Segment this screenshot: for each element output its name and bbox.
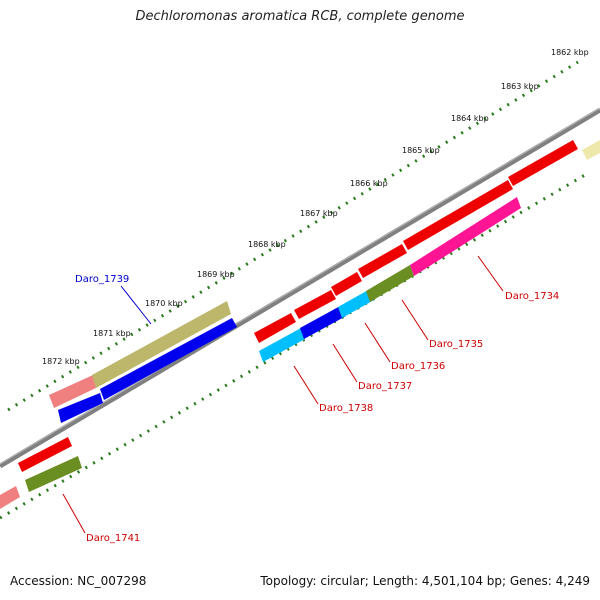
gene-feature-red[interactable] <box>403 180 513 250</box>
svg-text:1871 kbp: 1871 kbp <box>93 329 131 338</box>
tick-dot-line-outer <box>7 60 579 412</box>
gene-pair-left-group <box>49 301 237 423</box>
svg-text:1866 kbp: 1866 kbp <box>350 179 388 188</box>
gene-label-daro-1737[interactable]: Daro_1737 <box>358 381 412 392</box>
gene-feature-red[interactable] <box>18 437 72 472</box>
gene-feature-salmon[interactable] <box>0 486 20 509</box>
tick-label-1864: 1864 kbp <box>451 114 489 123</box>
svg-text:1863 kbp: 1863 kbp <box>501 82 539 91</box>
tick-label-1869: 1869 kbp <box>197 270 235 279</box>
svg-text:1864 kbp: 1864 kbp <box>451 114 489 123</box>
gene-feature-khaki[interactable] <box>92 301 231 388</box>
gene-feature-olive[interactable] <box>366 265 414 302</box>
tick-label-1865: 1865 kbp <box>402 146 440 155</box>
gene-feature-pale-yellow[interactable] <box>582 140 600 160</box>
forward-strand-genes <box>18 140 600 472</box>
backbone-line <box>0 107 600 469</box>
tick-label-1871: 1871 kbp <box>93 329 131 338</box>
svg-text:1867 kbp: 1867 kbp <box>300 209 338 218</box>
gene-feature-olive[interactable] <box>25 456 82 492</box>
svg-text:1870 kbp: 1870 kbp <box>145 299 183 308</box>
gene-feature-blue[interactable] <box>58 393 103 423</box>
tick-dot-line-inner <box>0 170 591 520</box>
tick-label-1863: 1863 kbp <box>501 82 539 91</box>
gene-feature-red[interactable] <box>358 244 407 278</box>
gene-callouts <box>62 255 504 534</box>
gene-label-daro-1739[interactable]: Daro_1739 <box>75 274 129 285</box>
svg-text:1872 kbp: 1872 kbp <box>42 357 80 366</box>
gene-feature-cyan[interactable] <box>259 328 305 362</box>
gene-label-daro-1734[interactable]: Daro_1734 <box>505 291 559 302</box>
tick-label-1870: 1870 kbp <box>145 299 183 308</box>
tick-label-1872: 1872 kbp <box>42 357 80 366</box>
gene-feature-red[interactable] <box>294 290 336 319</box>
svg-text:1862 kbp: 1862 kbp <box>551 48 589 57</box>
gene-label-daro-1735[interactable]: Daro_1735 <box>429 339 483 350</box>
gene-label-daro-1738[interactable]: Daro_1738 <box>319 403 373 414</box>
reverse-strand-genes <box>0 197 521 509</box>
gene-feature-red[interactable] <box>508 140 578 186</box>
tick-label-1866: 1866 kbp <box>350 179 388 188</box>
gene-feature-blue[interactable] <box>300 305 346 339</box>
gene-feature-salmon[interactable] <box>49 375 98 408</box>
accession-label: Accession: NC_007298 <box>10 574 147 588</box>
genome-summary-label: Topology: circular; Length: 4,501,104 bp… <box>260 574 590 588</box>
gene-feature-magenta[interactable] <box>410 197 521 276</box>
svg-text:1869 kbp: 1869 kbp <box>197 270 235 279</box>
page-title: Dechloromonas aromatica RCB, complete ge… <box>135 9 465 24</box>
gene-label-daro-1741[interactable]: Daro_1741 <box>86 533 140 544</box>
tick-label-1868: 1868 kbp <box>248 240 286 249</box>
svg-text:1868 kbp: 1868 kbp <box>248 240 286 249</box>
gene-feature-red[interactable] <box>254 313 296 343</box>
gene-feature-red[interactable] <box>331 272 362 296</box>
gene-feature-blue[interactable] <box>100 318 237 400</box>
svg-text:1865 kbp: 1865 kbp <box>402 146 440 155</box>
tick-label-1867: 1867 kbp <box>300 209 338 218</box>
gene-feature-cyan[interactable] <box>338 289 374 318</box>
tick-label-1862: 1862 kbp <box>551 48 589 57</box>
gene-label-daro-1736[interactable]: Daro_1736 <box>391 361 445 372</box>
